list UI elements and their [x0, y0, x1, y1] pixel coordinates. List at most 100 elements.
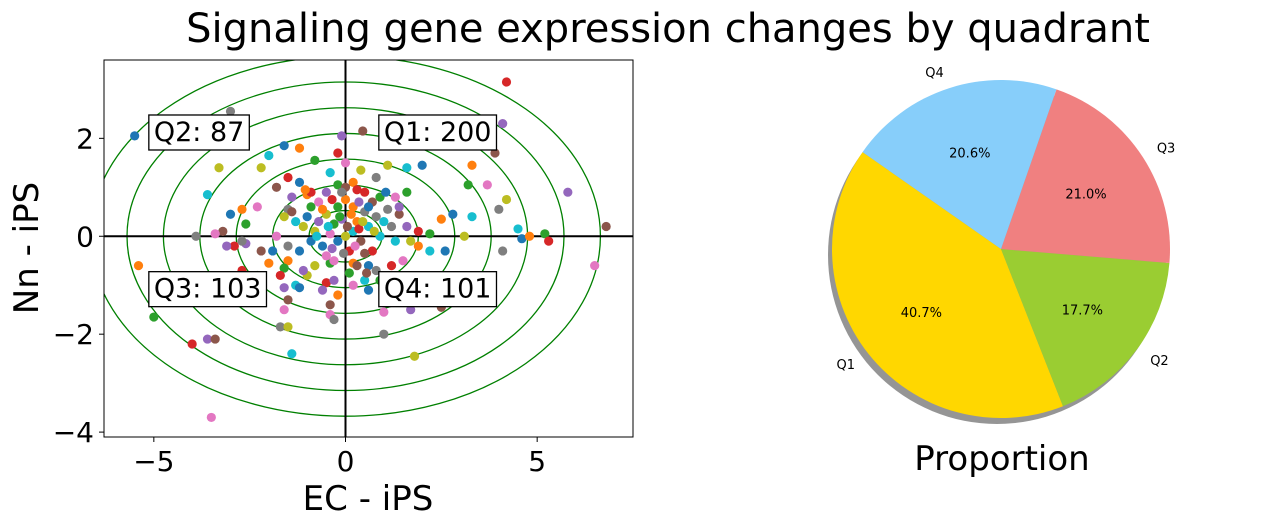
x-tick-label: 5 [528, 445, 546, 478]
scatter-point [371, 172, 381, 183]
pie-labels: 40.7% Q1 17.7% Q2 21.0% Q3 20.6% Q4 [837, 66, 1176, 373]
pie-slice-label: Q2 [1150, 354, 1169, 369]
pie-slice-percent: 21.0% [1065, 188, 1106, 203]
x-tick-label: −5 [133, 445, 174, 478]
scatter-point [346, 209, 356, 219]
scatter-point [310, 261, 320, 271]
scatter-point [340, 194, 351, 205]
scatter-point [498, 119, 508, 129]
scatter-point [279, 141, 289, 151]
scatter-point [317, 204, 328, 214]
quadrant-annotation-text: Q4: 101 [384, 274, 492, 305]
scatter-point [298, 265, 308, 276]
quadrant-annotation: Q3: 103 [148, 271, 268, 308]
scatter-point [321, 187, 331, 197]
scatter-point [448, 209, 458, 219]
scatter-point [210, 334, 220, 344]
scatter-point [256, 246, 266, 256]
scatter-point [202, 190, 213, 200]
quadrant-annotation: Q4: 101 [378, 271, 498, 308]
scatter-point [237, 204, 247, 214]
scatter-point [187, 339, 197, 349]
scatter-point [348, 177, 358, 188]
y-axis-label: Nn - iPS [7, 182, 47, 314]
scatter-point [413, 241, 423, 251]
scatter-point [360, 187, 370, 197]
scatter-point [544, 236, 554, 246]
quadrant-annotation: Q2: 87 [148, 114, 250, 151]
scatter-point [325, 168, 335, 178]
x-axis-label: EC - iPS [303, 479, 434, 519]
scatter-point [287, 349, 297, 359]
scatter-point [459, 231, 469, 241]
scatter-point [490, 148, 500, 158]
scatter-point [340, 231, 351, 241]
scatter-point [342, 221, 353, 232]
scatter-point [283, 295, 293, 305]
scatter-point [279, 212, 289, 222]
scatter-point [402, 163, 412, 173]
pie-slice [1001, 249, 1170, 407]
scatter-point [467, 160, 477, 170]
scatter-point [275, 270, 285, 281]
y-tick-label: 2 [76, 122, 94, 155]
scatter-point [379, 216, 389, 227]
scatter-point [363, 261, 374, 271]
scatter-point [417, 160, 427, 170]
pie-slice-label: Q4 [925, 66, 944, 81]
pie-slice-label: Q3 [1157, 142, 1176, 157]
scatter-point [367, 246, 377, 256]
scatter-point [321, 251, 331, 261]
scatter-point [425, 229, 435, 239]
scatter-point [383, 160, 393, 170]
scatter-point [312, 231, 322, 241]
x-tick-label: 0 [337, 445, 355, 478]
scatter-point [354, 197, 364, 207]
quadrant-annotation-text: Q2: 87 [154, 117, 244, 148]
scatter-point [352, 185, 362, 195]
scatter-point [279, 263, 289, 273]
scatter-point [601, 221, 611, 232]
scatter-point [206, 412, 216, 423]
scatter-point [133, 261, 144, 271]
scatter-point [325, 300, 335, 310]
scatter-point [361, 268, 372, 278]
scatter-point [237, 236, 247, 246]
scatter-point [210, 229, 220, 239]
y-axis-ticks: −4 −2 0 2 [53, 122, 104, 449]
scatter-point [283, 241, 293, 251]
scatter-point [202, 334, 213, 344]
scatter-point [302, 212, 312, 222]
scatter-point [327, 243, 337, 254]
scatter-point [386, 221, 397, 232]
scatter-point [390, 236, 400, 246]
scatter-point [498, 246, 508, 256]
scatter-point [264, 150, 274, 161]
scatter-point [283, 256, 293, 266]
quadrant-annotation-box [148, 271, 268, 308]
scatter-point [214, 163, 224, 173]
scatter-point [463, 180, 473, 190]
scatter-point [287, 192, 297, 202]
figure-title: Signaling gene expression changes by qua… [186, 6, 1150, 52]
scatter-point [394, 202, 404, 212]
scatter-point [337, 131, 347, 141]
scatter-point [298, 221, 308, 232]
scatter-point [317, 285, 328, 295]
scatter-point [329, 314, 339, 325]
scatter-point [413, 226, 423, 236]
scatter-point [225, 106, 236, 117]
scatter-point [356, 165, 366, 175]
scatter-point [252, 202, 262, 212]
scatter-point [310, 155, 320, 165]
scatter-point [329, 256, 339, 266]
scatter-point [327, 194, 337, 205]
scatter-point [130, 131, 140, 141]
scatter-point [348, 280, 358, 290]
scatter-point [358, 216, 368, 227]
scatter-point [325, 229, 335, 239]
scatter-point [271, 231, 282, 241]
scatter-point [218, 226, 228, 236]
scatter-point [317, 241, 328, 251]
